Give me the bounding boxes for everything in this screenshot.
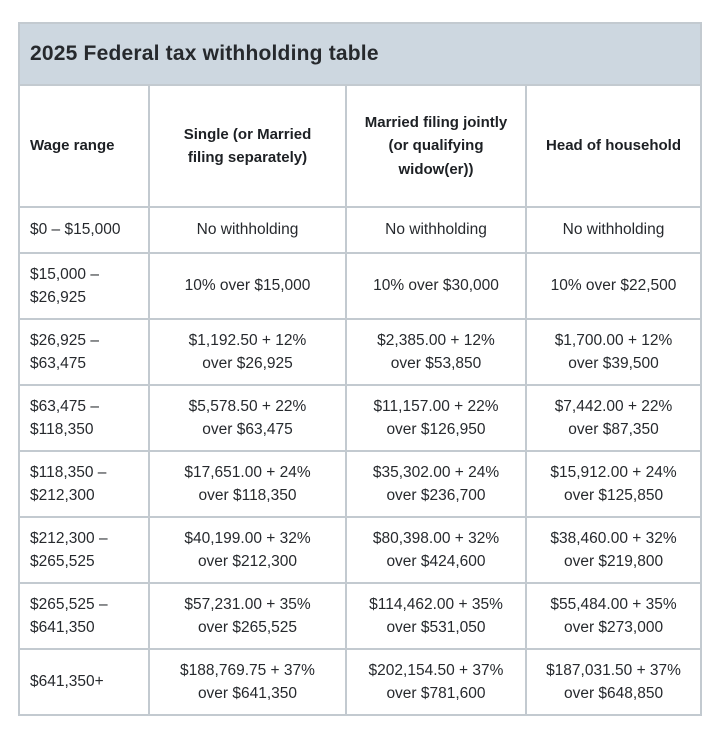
- cell-wage-range: $641,350+: [18, 648, 150, 716]
- column-header-wage-range: Wage range: [18, 84, 150, 208]
- table-row: $265,525 – $641,350 $57,231.00 + 35% ove…: [18, 582, 703, 650]
- cell-single: $188,769.75 + 37% over $641,350: [148, 648, 347, 716]
- column-header-head-of-household: Head of household: [524, 84, 703, 208]
- cell-single: No withholding: [148, 206, 347, 254]
- cell-wage-range: $265,525 – $641,350: [18, 582, 150, 650]
- cell-head-of-household: 10% over $22,500: [524, 252, 703, 320]
- cell-single: $57,231.00 + 35% over $265,525: [148, 582, 347, 650]
- cell-head-of-household: No withholding: [524, 206, 703, 254]
- cell-wage-range: $26,925 – $63,475: [18, 318, 150, 386]
- cell-married-jointly: $2,385.00 + 12% over $53,850: [345, 318, 527, 386]
- cell-single: 10% over $15,000: [148, 252, 347, 320]
- table-row: $212,300 – $265,525 $40,199.00 + 32% ove…: [18, 516, 703, 584]
- cell-married-jointly: No withholding: [345, 206, 527, 254]
- column-header-row: Wage range Single (or Married filing sep…: [18, 84, 703, 208]
- cell-head-of-household: $187,031.50 + 37% over $648,850: [524, 648, 703, 716]
- cell-wage-range: $0 – $15,000: [18, 206, 150, 254]
- table-row: $63,475 – $118,350 $5,578.50 + 22% over …: [18, 384, 703, 452]
- table-title: 2025 Federal tax withholding table: [17, 22, 703, 86]
- cell-single: $5,578.50 + 22% over $63,475: [148, 384, 347, 452]
- cell-married-jointly: $202,154.50 + 37% over $781,600: [345, 648, 527, 716]
- cell-wage-range: $15,000 – $26,925: [18, 252, 150, 320]
- federal-tax-withholding-table: 2025 Federal tax withholding table Wage …: [17, 22, 703, 716]
- cell-wage-range: $63,475 – $118,350: [18, 384, 150, 452]
- column-header-single: Single (or Married filing separately): [148, 84, 347, 208]
- cell-wage-range: $212,300 – $265,525: [18, 516, 150, 584]
- cell-head-of-household: $55,484.00 + 35% over $273,000: [524, 582, 703, 650]
- cell-head-of-household: $38,460.00 + 32% over $219,800: [524, 516, 703, 584]
- cell-married-jointly: $11,157.00 + 22% over $126,950: [345, 384, 527, 452]
- cell-single: $40,199.00 + 32% over $212,300: [148, 516, 347, 584]
- cell-married-jointly: 10% over $30,000: [345, 252, 527, 320]
- title-row: 2025 Federal tax withholding table: [17, 22, 703, 86]
- cell-head-of-household: $1,700.00 + 12% over $39,500: [524, 318, 703, 386]
- table-row: $26,925 – $63,475 $1,192.50 + 12% over $…: [18, 318, 703, 386]
- table-row: $15,000 – $26,925 10% over $15,000 10% o…: [18, 252, 703, 320]
- cell-single: $1,192.50 + 12% over $26,925: [148, 318, 347, 386]
- table-row: $118,350 – $212,300 $17,651.00 + 24% ove…: [18, 450, 703, 518]
- column-header-married-jointly: Married filing jointly (or qualifying wi…: [345, 84, 527, 208]
- cell-head-of-household: $7,442.00 + 22% over $87,350: [524, 384, 703, 452]
- cell-single: $17,651.00 + 24% over $118,350: [148, 450, 347, 518]
- cell-head-of-household: $15,912.00 + 24% over $125,850: [524, 450, 703, 518]
- table-row: $0 – $15,000 No withholding No withholdi…: [18, 206, 703, 254]
- cell-married-jointly: $114,462.00 + 35% over $531,050: [345, 582, 527, 650]
- cell-married-jointly: $80,398.00 + 32% over $424,600: [345, 516, 527, 584]
- cell-wage-range: $118,350 – $212,300: [18, 450, 150, 518]
- cell-married-jointly: $35,302.00 + 24% over $236,700: [345, 450, 527, 518]
- table-row: $641,350+ $188,769.75 + 37% over $641,35…: [18, 648, 703, 716]
